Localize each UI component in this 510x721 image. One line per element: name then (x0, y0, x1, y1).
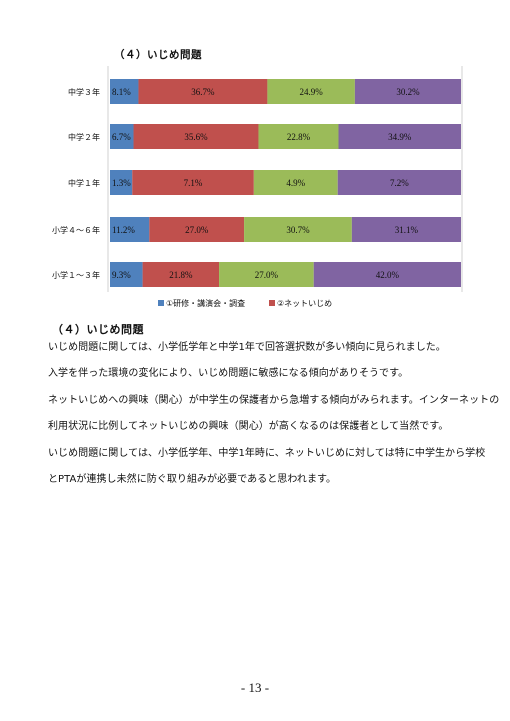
data-label: 1.3% (112, 178, 131, 188)
category-label: 小学４～６年 (52, 225, 100, 235)
paragraph-line: 利用状況に比例してネットいじめの興味（関心）が高くなるのは保護者として当然です。 (48, 421, 449, 432)
paragraph-line: とPTAが連携し未然に防ぐ取り組みが必要であると思われます。 (48, 474, 337, 485)
bar-segment (258, 124, 339, 149)
legend-swatch (158, 300, 164, 306)
chart-title: （４）いじめ問題 (114, 49, 202, 61)
bar-segment (354, 79, 461, 104)
data-label: 27.0% (255, 270, 279, 280)
bar-segment (132, 170, 254, 195)
bar-segment (142, 262, 220, 287)
bar-segment (110, 79, 139, 104)
bar-segment (133, 124, 259, 149)
data-label: 7.1% (184, 178, 203, 188)
data-label: 24.9% (300, 87, 324, 97)
category-label: 中学２年 (68, 132, 100, 142)
data-label: 34.9% (388, 132, 412, 142)
data-label: 8.1% (112, 87, 131, 97)
bar-segment (337, 170, 461, 195)
stacked-bar-chart: 8.1% 36.7% 24.9% 30.2% 6.7% 35.6% 22.8% 34.9% 1.… (52, 66, 463, 308)
bar-segment (313, 262, 461, 287)
bar-segment (149, 217, 245, 242)
category-label: 中学３年 (68, 87, 100, 97)
bar-segment (110, 124, 134, 149)
data-label: 31.1% (395, 225, 419, 235)
bar-segment (219, 262, 314, 287)
data-label: 7.2% (390, 178, 409, 188)
legend-label: ①研修・講演会・調査 (166, 298, 245, 308)
bar-segment (351, 217, 461, 242)
data-label: 36.7% (191, 87, 215, 97)
data-label: 30.7% (286, 225, 310, 235)
bar-segment (253, 170, 338, 195)
section-heading: （４）いじめ問題 (52, 323, 144, 336)
category-label: 中学１年 (68, 178, 100, 188)
data-label: 4.9% (286, 178, 305, 188)
category-label: 小学１～３年 (52, 270, 100, 280)
legend-swatch (269, 300, 275, 306)
data-label: 42.0% (376, 270, 400, 280)
data-label: 30.2% (396, 87, 420, 97)
bar-segment (138, 79, 268, 104)
page-number: - 13 - (240, 680, 270, 695)
data-label: 27.0% (185, 225, 209, 235)
paragraph-line: ネットいじめへの興味（関心）が中学生の保護者から急増する傾向がみられます。インタ… (48, 395, 500, 406)
bar-segment (110, 262, 143, 287)
bar-segment (110, 217, 150, 242)
legend-label: ②ネットいじめ (277, 299, 332, 308)
data-label: 6.7% (112, 132, 131, 142)
data-label: 35.6% (184, 132, 208, 142)
bar-segment (338, 124, 461, 149)
data-label: 21.8% (169, 270, 193, 280)
paragraph-line: 入学を伴った環境の変化により、いじめ問題に敏感になる傾向がありそうです。 (48, 368, 409, 379)
bar-segment (110, 170, 133, 195)
paragraph-line: いじめ問題に関しては、小学低学年、中学1年時に、ネットいじめに対しては特に中学生… (48, 448, 486, 459)
bar-segment (267, 79, 355, 104)
paragraph-line: いじめ問題に関しては、小学低学年と中学1年で回答選択数が多い傾向に見られました。 (48, 342, 446, 353)
data-label: 11.2% (112, 225, 135, 235)
data-label: 22.8% (287, 132, 311, 142)
data-label: 9.3% (112, 270, 131, 280)
bar-segment (244, 217, 352, 242)
